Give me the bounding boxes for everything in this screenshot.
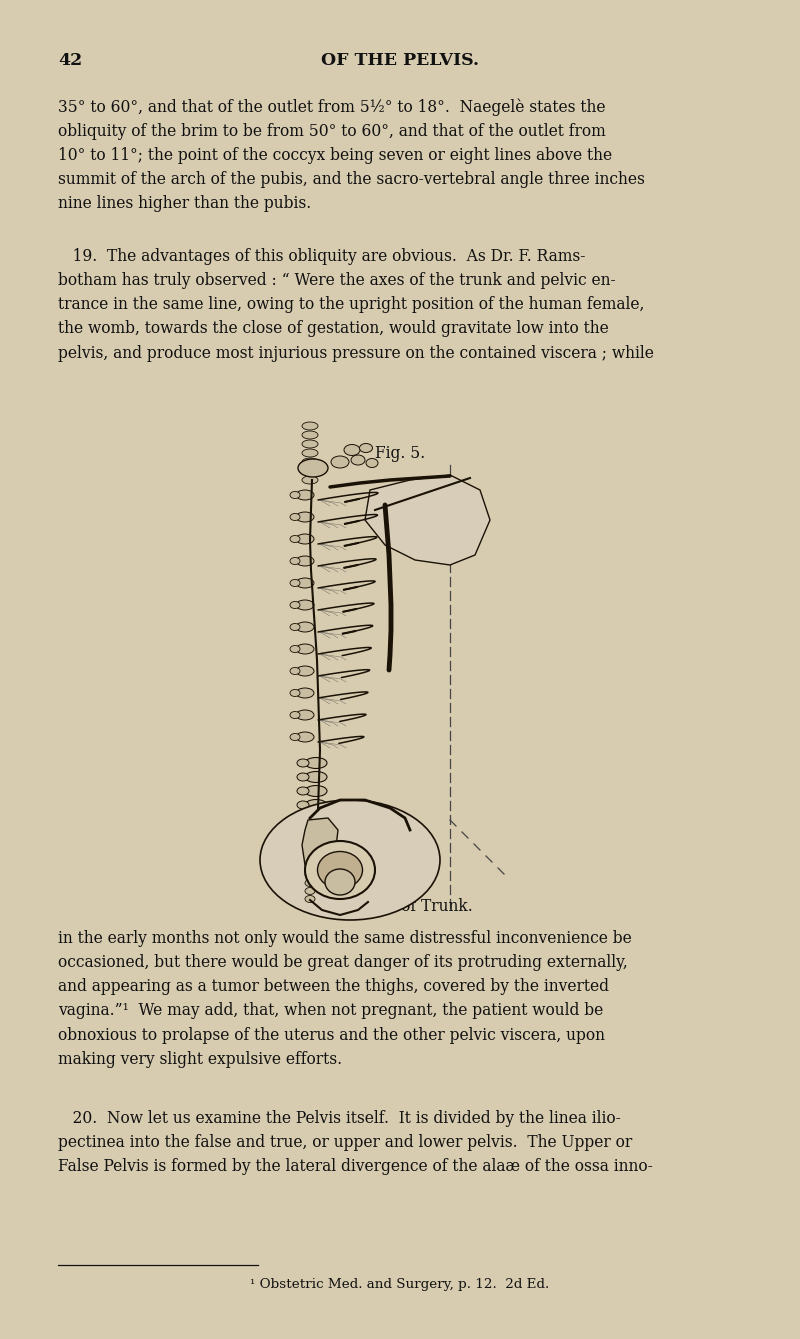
Text: Skeleton of Trunk.: Skeleton of Trunk. [328,898,472,915]
Text: OF THE PELVIS.: OF THE PELVIS. [321,52,479,70]
Ellipse shape [318,852,362,889]
Ellipse shape [290,645,300,652]
Ellipse shape [290,580,300,586]
Ellipse shape [296,534,314,544]
Ellipse shape [302,422,318,430]
Ellipse shape [302,431,318,439]
Ellipse shape [290,734,300,740]
Ellipse shape [325,869,355,894]
Ellipse shape [297,815,309,823]
Ellipse shape [302,458,318,466]
Ellipse shape [366,458,378,467]
Ellipse shape [302,449,318,457]
Ellipse shape [297,773,309,781]
Ellipse shape [305,786,327,797]
Ellipse shape [296,732,314,742]
Ellipse shape [297,759,309,767]
Ellipse shape [296,665,314,676]
Ellipse shape [296,644,314,653]
Ellipse shape [305,799,327,810]
Ellipse shape [305,896,315,902]
Ellipse shape [296,623,314,632]
Ellipse shape [297,787,309,795]
Ellipse shape [302,475,318,483]
Ellipse shape [290,601,300,608]
Ellipse shape [296,578,314,588]
Text: 35° to 60°, and that of the outlet from 5½° to 18°.  Naegelè states the
obliquit: 35° to 60°, and that of the outlet from … [58,98,646,212]
Ellipse shape [297,801,309,809]
Text: 20.  Now let us examine the Pelvis itself.  It is divided by the linea ilio-
pec: 20. Now let us examine the Pelvis itself… [58,1110,653,1176]
Text: Fig. 5.: Fig. 5. [375,445,425,462]
Ellipse shape [305,872,315,878]
Ellipse shape [296,511,314,522]
Ellipse shape [260,799,440,920]
Ellipse shape [305,888,315,894]
Ellipse shape [296,710,314,720]
Ellipse shape [331,457,349,469]
Ellipse shape [305,880,315,886]
Ellipse shape [290,624,300,631]
Ellipse shape [290,668,300,675]
Ellipse shape [296,688,314,698]
Polygon shape [365,475,490,565]
Ellipse shape [302,467,318,475]
Ellipse shape [305,841,375,898]
Ellipse shape [305,814,327,825]
Ellipse shape [305,758,327,769]
Text: ¹ Obstetric Med. and Surgery, p. 12.  2d Ed.: ¹ Obstetric Med. and Surgery, p. 12. 2d … [250,1277,550,1291]
Ellipse shape [298,459,328,477]
Ellipse shape [302,441,318,449]
Ellipse shape [344,445,360,455]
Ellipse shape [351,455,365,465]
Ellipse shape [296,556,314,566]
Ellipse shape [290,557,300,565]
Text: 19.  The advantages of this obliquity are obvious.  As Dr. F. Rams-
botham has t: 19. The advantages of this obliquity are… [58,248,654,362]
Ellipse shape [290,690,300,696]
Ellipse shape [290,711,300,719]
Ellipse shape [290,491,300,498]
Text: 42: 42 [58,52,82,70]
Ellipse shape [296,490,314,499]
Ellipse shape [305,771,327,782]
Polygon shape [302,818,338,874]
Text: in the early months not only would the same distressful inconvenience be
occasio: in the early months not only would the s… [58,931,632,1067]
Ellipse shape [296,600,314,611]
Ellipse shape [359,443,373,453]
Ellipse shape [290,536,300,542]
Ellipse shape [290,513,300,521]
